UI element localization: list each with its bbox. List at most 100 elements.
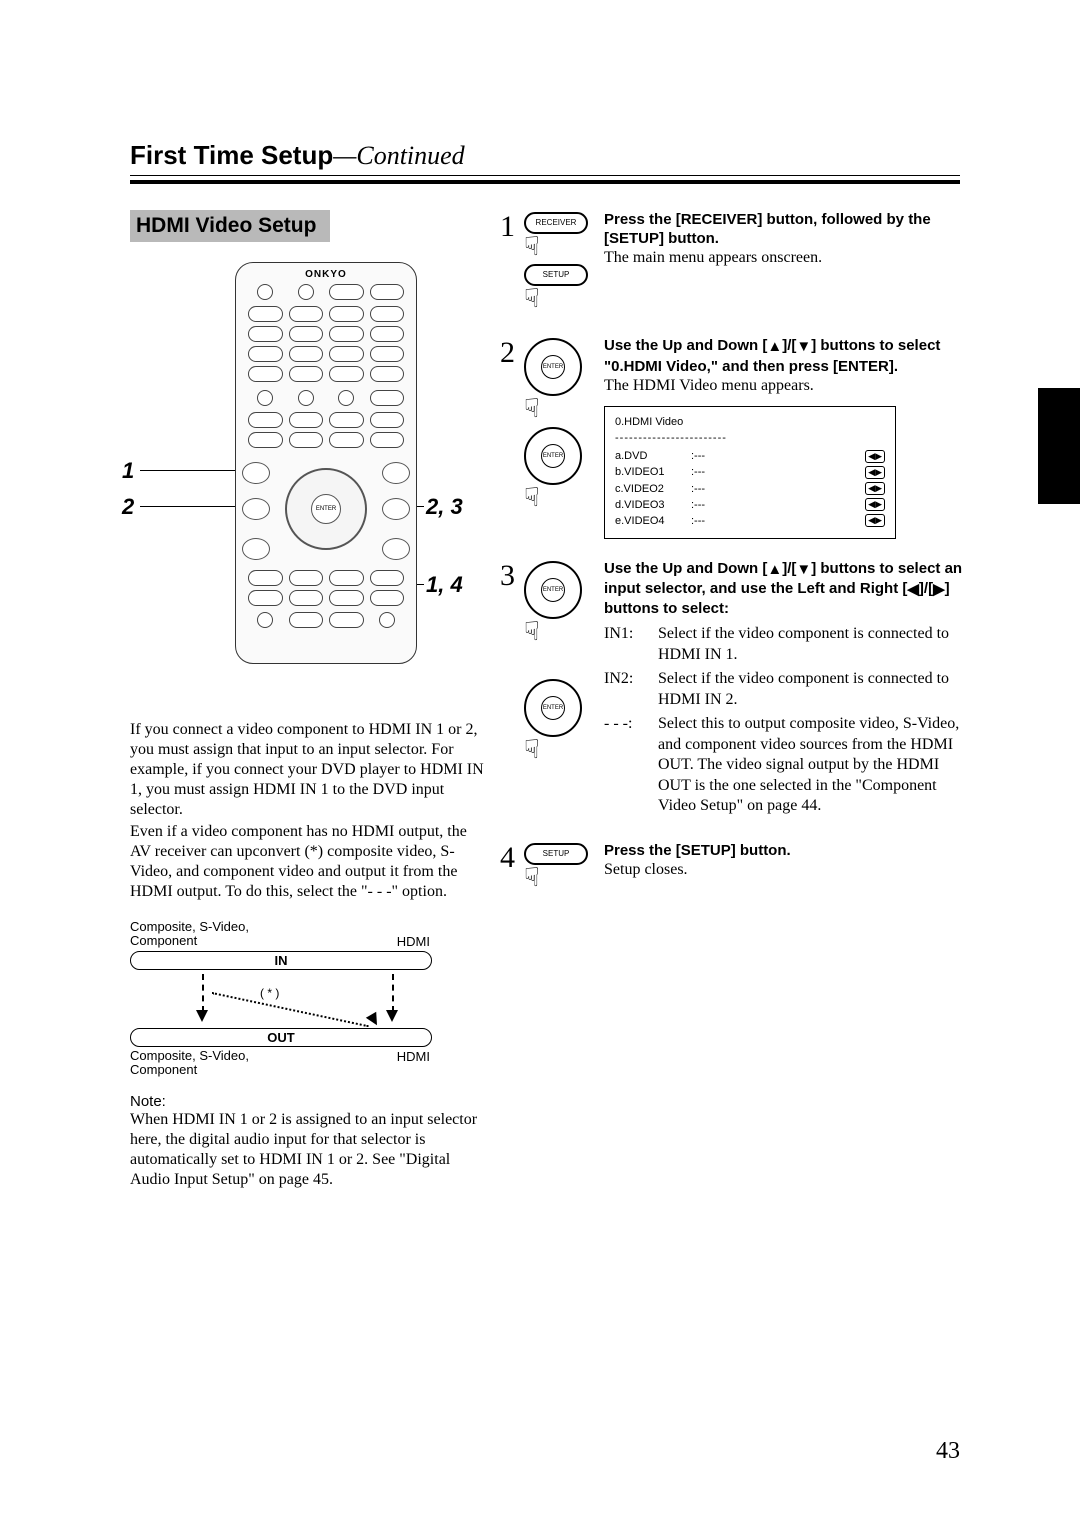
hdmi-menu: 0.HDMI Video ------------------------ a.… [604, 406, 896, 539]
remote-brand: ONKYO [236, 263, 416, 280]
menu-val: :--- [691, 498, 751, 512]
lr-icon: ◀▶ [865, 466, 885, 480]
callout-1: 1 [122, 458, 134, 484]
remote-button [370, 346, 405, 362]
step-number: 2 [500, 336, 524, 538]
selection-row: IN1:Select if the video component is con… [604, 624, 970, 665]
note-text: When HDMI IN 1 or 2 is assigned to an in… [130, 1110, 490, 1190]
step-4: 4 SETUP ☟ Press the [SETUP] button. Setu… [500, 841, 970, 895]
page-number: 43 [936, 1438, 960, 1465]
step-instruction: Press the [SETUP] button. [604, 841, 970, 860]
thumb-tab [1038, 388, 1080, 504]
note-label: Note: [130, 1093, 490, 1110]
menu-row: a.DVD:--- ◀▶ [615, 449, 885, 463]
step-body: The HDMI Video menu appears. [604, 376, 970, 396]
diagram-star: ( * ) [260, 986, 279, 1000]
step-instruction: Use the Up and Down [▲]/[▼] buttons to s… [604, 559, 970, 619]
left-triangle-icon: ◀ [907, 580, 919, 599]
hand-icon: ☟ [524, 623, 604, 641]
step-body: The main menu appears onscreen. [604, 248, 970, 268]
remote-button [382, 538, 410, 560]
dpad-icon: ENTER [524, 561, 582, 619]
signal-diagram: Composite, S-Video,Component HDMI IN ( *… [130, 920, 490, 1077]
setup-button-icon: SETUP [524, 264, 588, 286]
remote-button [289, 346, 324, 362]
diagram-out-right: HDMI [320, 1049, 430, 1078]
menu-val: :--- [691, 514, 751, 528]
remote-body: ONKYO [235, 262, 417, 664]
remote-button [370, 570, 405, 586]
up-triangle-icon: ▲ [767, 560, 782, 579]
remote-button [289, 366, 324, 382]
diagram-arrows: ( * ) [130, 970, 430, 1026]
menu-row: c.VIDEO2:---◀▶ [615, 482, 885, 496]
remote-button [329, 570, 364, 586]
menu-key: c.VIDEO2 [615, 482, 691, 496]
down-triangle-icon: ▼ [796, 337, 811, 356]
remote-button [329, 366, 364, 382]
remote-button [242, 538, 270, 560]
menu-val: :--- [691, 465, 751, 479]
remote-button [338, 390, 354, 406]
step-number: 1 [500, 210, 524, 316]
remote-button [329, 412, 364, 428]
remote-button [370, 326, 405, 342]
t: ]/[ [919, 580, 933, 597]
menu-key: d.VIDEO3 [615, 498, 691, 512]
selection-tag: - - -: [604, 714, 658, 816]
remote-button [382, 462, 410, 484]
selection-text: Select if the video component is connect… [658, 624, 970, 665]
remote-button [289, 306, 324, 322]
remote-button [329, 590, 364, 606]
remote-button [329, 432, 364, 448]
remote-button [248, 570, 283, 586]
remote-button [370, 366, 405, 382]
right-triangle-icon: ▶ [933, 580, 945, 599]
remote-button [370, 432, 405, 448]
remote-button [289, 412, 324, 428]
remote-illustration: 1 2 2, 3 1, 4 ONKYO [130, 262, 490, 712]
remote-button [248, 326, 283, 342]
callout-2: 2 [122, 494, 134, 520]
step-instruction: Press the [RECEIVER] button, followed by… [604, 210, 970, 248]
step-2: 2 ENTER ☟ ENTER ☟ Use the Up and Down [▲… [500, 336, 970, 538]
menu-val: :--- [691, 449, 751, 463]
lr-icon: ◀▶ [865, 450, 885, 464]
menu-key: b.VIDEO1 [615, 465, 691, 479]
menu-key: e.VIDEO4 [615, 514, 691, 528]
step-icons: ENTER ☟ ENTER ☟ [524, 336, 604, 538]
up-triangle-icon: ▲ [767, 337, 782, 356]
step-instruction: Use the Up and Down [▲]/[▼] buttons to s… [604, 336, 970, 375]
remote-button [289, 570, 324, 586]
dpad-icon: ENTER [524, 679, 582, 737]
hand-icon: ☟ [524, 400, 604, 418]
callout-line [140, 506, 235, 507]
dpad-icon: ENTER [524, 427, 582, 485]
step-1: 1 RECEIVER ☟ SETUP ☟ Press the [RECEIVER… [500, 210, 970, 316]
hand-icon: ☟ [524, 489, 604, 507]
step-3: 3 ENTER ☟ ENTER ☟ Use the Up and Down [▲… [500, 559, 970, 821]
remote-button [289, 612, 324, 628]
remote-button [329, 326, 364, 342]
step-body: Setup closes. [604, 860, 970, 880]
in-box: IN [130, 951, 432, 970]
remote-button [370, 284, 405, 300]
diagram-in-left: Composite, S-Video,Component [130, 920, 320, 949]
remote-button [289, 432, 324, 448]
remote-button [289, 326, 324, 342]
menu-divider: ------------------------ [615, 431, 885, 445]
lr-icon: ◀▶ [865, 482, 885, 496]
header-main: First Time Setup [130, 140, 333, 170]
remote-button [370, 590, 405, 606]
paragraph-1: If you connect a video component to HDMI… [130, 720, 490, 820]
remote-button [329, 284, 364, 300]
remote-button [248, 412, 283, 428]
remote-button [248, 432, 283, 448]
t: Use the Up and Down [ [604, 337, 767, 354]
lr-icon: ◀▶ [865, 498, 885, 512]
header-cont: —Continued [333, 141, 464, 170]
menu-key: a.DVD [615, 449, 691, 463]
selection-text: Select this to output composite video, S… [658, 714, 970, 816]
remote-button [248, 590, 283, 606]
remote-button [289, 590, 324, 606]
